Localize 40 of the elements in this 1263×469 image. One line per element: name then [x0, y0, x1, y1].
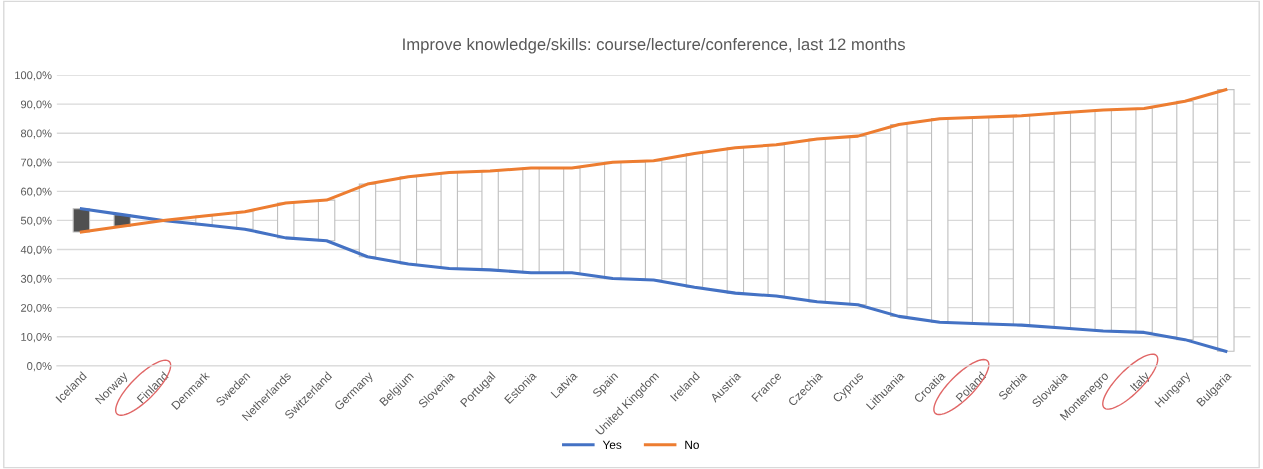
bar: [726, 147, 745, 294]
bar: [1217, 89, 1235, 352]
y-tick-label: 20,0%: [21, 303, 52, 314]
bar: [849, 135, 867, 306]
chart-title: Improve knowledge/skills: course/lecture/conference, last 12 months: [403, 37, 905, 54]
bar: [808, 138, 826, 303]
bar: [644, 160, 663, 281]
y-tick-label: 50,0%: [20, 216, 52, 226]
y-tick-label: 40,0%: [20, 245, 52, 255]
x-tick-label: Italy: [1129, 370, 1152, 393]
bar: [603, 161, 622, 280]
line-series: [79, 207, 1228, 353]
legend-label: Yes: [602, 440, 622, 450]
y-tick-label: 60,0%: [21, 187, 52, 197]
bar: [317, 199, 336, 242]
bar: [930, 118, 949, 323]
y-tick-label: 90,0%: [20, 100, 52, 110]
bar: [522, 167, 540, 274]
y-tick-label: 10,0%: [21, 333, 52, 343]
bar: [890, 123, 908, 317]
bar: [358, 183, 377, 258]
bar: [685, 152, 704, 288]
y-tick-label: 70,0%: [21, 158, 52, 168]
bar: [399, 176, 418, 265]
y-tick-label: 0,0%: [27, 362, 52, 372]
bar: [767, 144, 785, 297]
y-tick-label: 30,0%: [20, 274, 52, 285]
bar: [563, 167, 581, 274]
line-series: [79, 88, 1228, 234]
bar: [1053, 112, 1072, 329]
bar: [1135, 107, 1153, 333]
bar: [1012, 115, 1031, 326]
y-tick-label: 100,0%: [15, 71, 52, 81]
bar: [1176, 100, 1194, 341]
y-tick-label: 80,0%: [20, 129, 52, 139]
bar: [481, 170, 499, 271]
bar: [971, 116, 990, 325]
bar: [440, 171, 458, 269]
legend-label: No: [685, 440, 699, 450]
bar: [1094, 109, 1112, 332]
